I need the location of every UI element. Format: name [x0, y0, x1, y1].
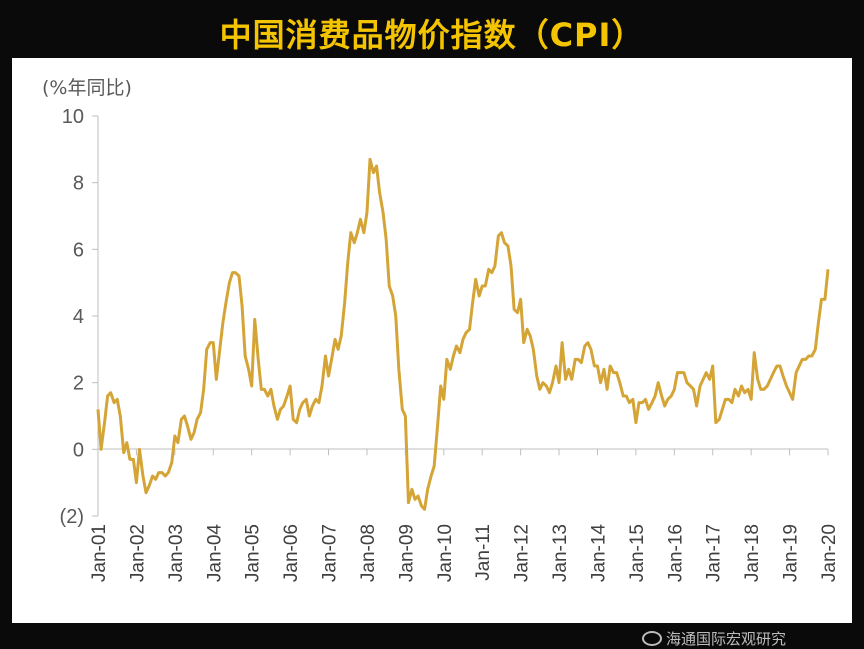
- x-tick-label: Jan-10: [435, 524, 456, 582]
- watermark: 海通国际宏观研究: [642, 628, 786, 649]
- x-ticks: Jan-01 Jan-02 Jan-03 Jan-04 Jan-05 Jan-06 Jan-…: [89, 449, 840, 582]
- x-tick-label: Jan-15: [627, 524, 648, 582]
- x-tick-label: Jan-08: [358, 524, 379, 582]
- cpi-series-line: [96, 157, 830, 511]
- x-tick-label: Jan-05: [243, 524, 264, 582]
- y-tick-label: 4: [73, 306, 84, 328]
- x-tick-label: Jan-18: [742, 524, 763, 582]
- y-axis-label: (%年同比): [42, 77, 132, 99]
- wechat-icon: [642, 631, 662, 646]
- x-tick-label: Jan-17: [704, 524, 725, 582]
- y-tick-label: (2): [60, 506, 84, 528]
- x-tick-label: Jan-09: [396, 524, 417, 582]
- y-tick-label: 6: [73, 239, 84, 261]
- x-tick-label: Jan-06: [281, 524, 302, 582]
- chart-title: 中国消费品物价指数（CPI）: [219, 16, 645, 54]
- x-tick-label: Jan-01: [89, 524, 110, 582]
- x-tick-label: Jan-07: [320, 524, 341, 582]
- x-tick-label: Jan-19: [781, 524, 802, 582]
- plot-panel: (%年同比) 10 8 6 4 2 0 (2) Jan-01 Jan-02 Jan-03 Jan-…: [12, 58, 852, 648]
- x-tick-label: Jan-20: [819, 524, 840, 582]
- x-tick-label: Jan-14: [588, 524, 609, 583]
- x-tick-label: Jan-12: [512, 524, 533, 582]
- y-tick-label: 0: [73, 439, 84, 461]
- y-tick-label: 2: [73, 373, 84, 395]
- x-tick-label: Jan-11: [473, 524, 494, 581]
- x-tick-label: Jan-03: [166, 524, 187, 582]
- watermark-text: 海通国际宏观研究: [666, 630, 787, 648]
- y-tick-label: 10: [62, 106, 84, 128]
- y-tick-label: 8: [73, 173, 84, 195]
- x-tick-label: Jan-16: [665, 524, 686, 582]
- x-tick-label: Jan-02: [127, 524, 148, 582]
- x-tick-label: Jan-13: [550, 524, 571, 582]
- x-tick-label: Jan-04: [204, 524, 225, 583]
- y-ticks: 10 8 6 4 2 0 (2): [60, 106, 98, 528]
